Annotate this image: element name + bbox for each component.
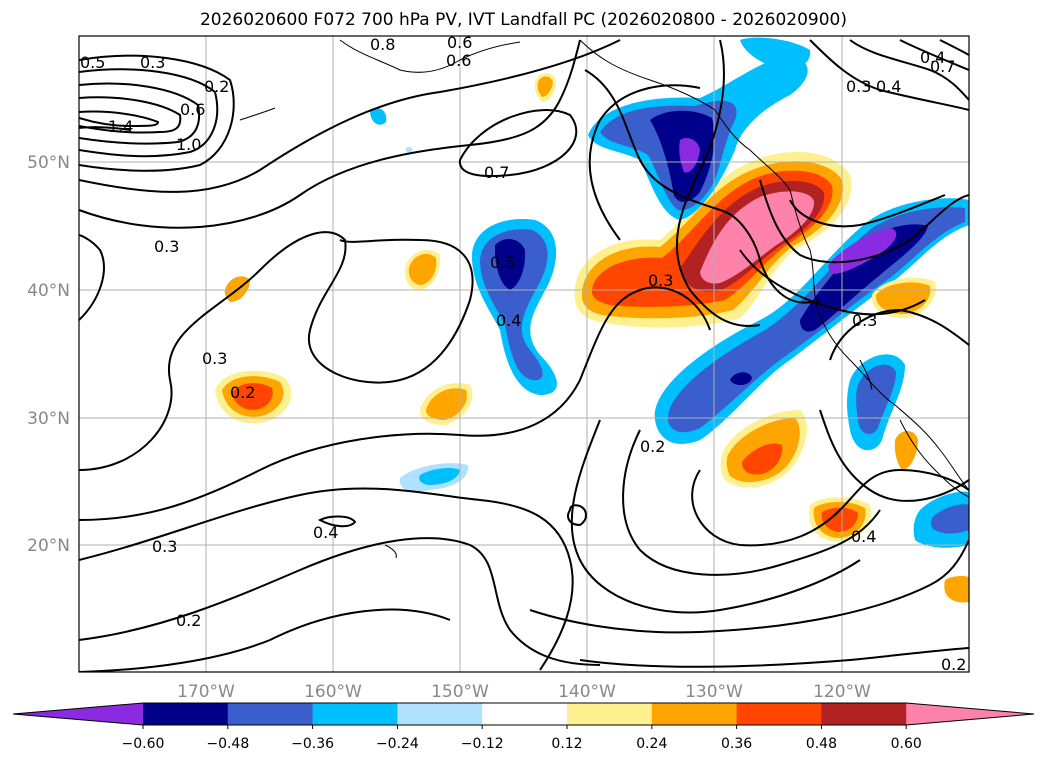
- contour-label: 1.4: [108, 117, 133, 136]
- contour-label: 0.2: [176, 611, 201, 630]
- contour-label: 0.2: [941, 655, 966, 674]
- colorbar-tick-label: 0.12: [551, 736, 582, 752]
- lat-tick-label: 50°N: [27, 153, 70, 173]
- coastlines: [239, 39, 969, 559]
- colorbar-extend-high: [906, 703, 1034, 725]
- contour-label: 0.2: [640, 437, 665, 456]
- gridlines: [79, 36, 969, 672]
- colorbar-tick-label: −0.48: [206, 736, 249, 752]
- contour-label: 0.3: [154, 237, 179, 256]
- colorbar-segment: [397, 703, 483, 725]
- negative-anomaly-alaska: [588, 37, 811, 220]
- colorbar: −0.60 −0.48 −0.36 −0.24 −0.12 0.12 0.24 0.36 0.4…: [12, 702, 1035, 752]
- shaded-fields: [215, 37, 969, 603]
- colorbar-tick-label: −0.36: [291, 736, 334, 752]
- lon-tick-label: 120°W: [813, 682, 871, 702]
- negative-anomaly-south: [370, 108, 969, 548]
- contour-label: 0.7: [930, 57, 955, 76]
- contour-label: 0.4: [876, 77, 901, 96]
- colorbar-tick-label: −0.60: [122, 736, 165, 752]
- colorbar-tick-label: 0.48: [806, 736, 837, 752]
- colorbar-segment: [143, 703, 229, 725]
- contour-label: 0.3: [202, 349, 227, 368]
- contour-label: 0.4: [496, 311, 521, 330]
- contour-label: 0.4: [920, 48, 945, 67]
- colorbar-segment: [736, 703, 822, 725]
- contour-labels: 0.5 0.3 0.2 0.8 0.6 0.6 0.4 0.7 0.6 1.4 …: [80, 33, 966, 674]
- lat-tick-label: 20°N: [27, 536, 70, 556]
- contour-label: 0.8: [370, 35, 395, 54]
- colorbar-segment: [651, 703, 738, 725]
- contour-label: 0.6: [447, 33, 472, 52]
- map-frame: [78, 35, 970, 673]
- contour-label: 0.5: [80, 53, 105, 72]
- colorbar-extend-low: [13, 703, 143, 725]
- colorbar-tick-label: 0.24: [636, 736, 667, 752]
- lon-tick-label: 160°W: [304, 682, 362, 702]
- colorbar-segment: [567, 703, 653, 725]
- contour-label: 1.0: [176, 135, 201, 154]
- colorbar-segment: [312, 703, 398, 725]
- colorbar-segment: [821, 703, 907, 725]
- colorbar-segment: [482, 703, 568, 725]
- contour-label: 0.5: [490, 253, 515, 272]
- contour-label: 0.3: [152, 537, 177, 556]
- contour-label: 0.4: [313, 523, 338, 542]
- colorbar-tick-label: −0.12: [461, 736, 504, 752]
- contour-label: 0.2: [230, 383, 255, 402]
- lat-tick-label: 30°N: [27, 409, 70, 429]
- lon-tick-label: 140°W: [558, 682, 616, 702]
- latitude-ticks: 50°N 40°N 30°N 20°N: [27, 153, 70, 556]
- lon-tick-label: 150°W: [431, 682, 489, 702]
- contour-label: 0.7: [484, 163, 509, 182]
- colorbar-tick-label: −0.24: [376, 736, 419, 752]
- contour-label: 0.3: [852, 311, 877, 330]
- contour-label: 0.3: [648, 271, 673, 290]
- contour-label: 0.2: [204, 77, 229, 96]
- contour-label: 0.4: [851, 527, 876, 546]
- pv-contours: [79, 39, 969, 672]
- lon-tick-label: 130°W: [685, 682, 743, 702]
- positive-anomaly-main: [574, 152, 852, 328]
- contour-label: 0.6: [180, 100, 205, 119]
- lat-tick-label: 40°N: [27, 281, 70, 301]
- contour-label: 0.3: [846, 77, 871, 96]
- contour-label: 0.3: [140, 53, 165, 72]
- colorbar-tick-label: 0.36: [721, 736, 752, 752]
- negative-anomaly-central: [471, 219, 557, 395]
- chart-title: 2026020600 F072 700 hPa PV, IVT Landfall…: [199, 10, 847, 30]
- contour-label: 0.6: [446, 51, 471, 70]
- colorbar-segment: [227, 703, 314, 725]
- lon-tick-label: 170°W: [177, 682, 235, 702]
- colorbar-tick-label: 0.60: [891, 736, 922, 752]
- longitude-ticks: 170°W 160°W 150°W 140°W 130°W 120°W: [177, 682, 871, 702]
